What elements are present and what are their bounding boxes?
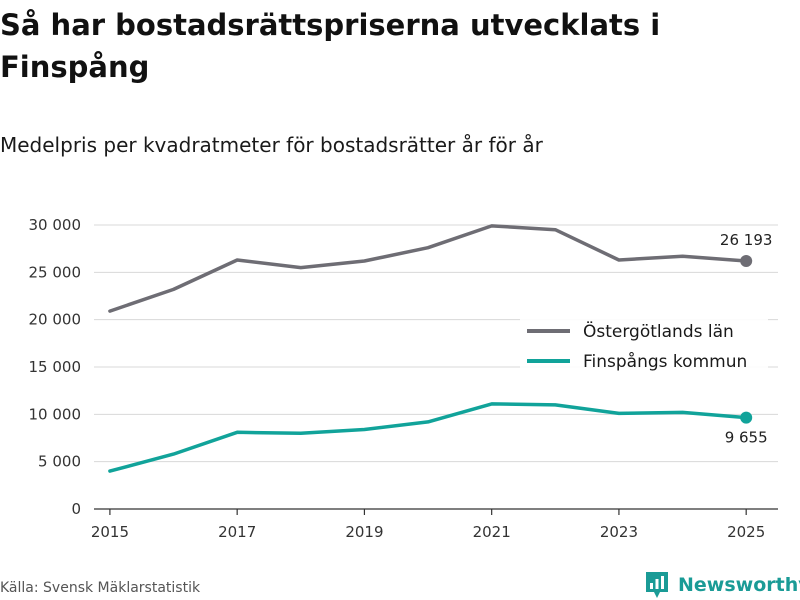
legend-background — [520, 316, 768, 378]
series-end-marker-0 — [740, 255, 753, 268]
x-tick-label: 2017 — [218, 523, 256, 541]
data-labels: 26 193 9 655 — [720, 231, 773, 447]
legend-label-0: Östergötlands län — [583, 320, 734, 342]
x-tick-label: 2021 — [473, 523, 511, 541]
y-tick-label: 25 000 — [29, 263, 82, 281]
series-lines — [108, 224, 753, 473]
x-tick-label: 2023 — [600, 523, 638, 541]
y-tick-label: 0 — [71, 500, 81, 518]
x-tick-label: 2015 — [91, 523, 129, 541]
y-tick-label: 20 000 — [29, 311, 82, 329]
chart-subtitle: Medelpris per kvadratmeter för bostadsrä… — [0, 133, 543, 157]
series-line-0 — [108, 224, 748, 313]
page-title: Så har bostadsrättspriserna utvecklats i… — [0, 8, 661, 84]
x-tick-label: 2019 — [345, 523, 383, 541]
y-tick-label: 5 000 — [38, 453, 81, 471]
series-line-1 — [108, 402, 748, 473]
axes: 0 5 000 10 000 15 000 20 000 25 000 30 000 2015… — [29, 216, 778, 541]
x-tick-label: 2025 — [727, 523, 765, 541]
series-end-marker-1 — [740, 411, 753, 424]
legend: Östergötlands län Finspångs kommun — [520, 316, 768, 378]
source-note: Källa: Svensk Mäklarstatistik — [0, 580, 201, 596]
brand-name: Newsworthy — [678, 574, 800, 596]
y-tick-label: 10 000 — [29, 405, 82, 423]
series-end-label-0: 26 193 — [720, 231, 773, 249]
brand-logo[interactable]: Newsworthy — [644, 570, 800, 600]
y-tick-label: 30 000 — [29, 216, 82, 234]
bar-chart-pin-icon — [646, 572, 668, 598]
legend-label-1: Finspångs kommun — [583, 351, 747, 372]
y-tick-label: 15 000 — [29, 358, 82, 376]
series-end-label-1: 9 655 — [725, 429, 768, 447]
